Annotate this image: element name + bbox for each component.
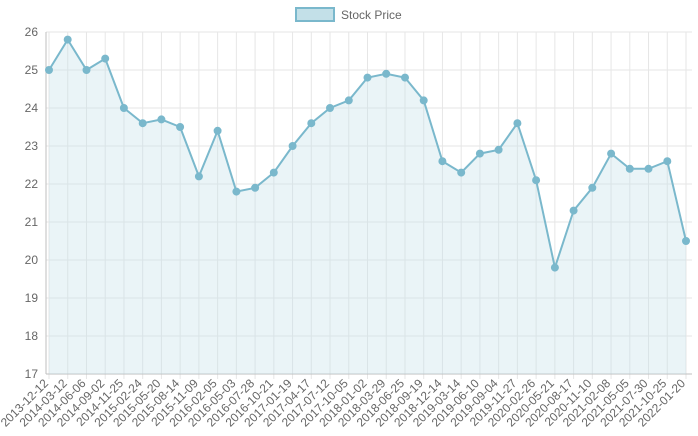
data-point[interactable]: [119, 104, 128, 112]
y-tick-label: 26: [25, 25, 39, 39]
y-tick-label: 24: [25, 101, 39, 115]
legend[interactable]: Stock Price: [295, 7, 402, 22]
data-point[interactable]: [550, 263, 559, 272]
y-tick-label: 25: [25, 63, 39, 77]
data-point[interactable]: [213, 126, 222, 135]
y-axis-ticks: 17 18 19 20 21 22 23 24 25 26: [25, 25, 39, 381]
y-tick-label: 17: [25, 367, 39, 381]
data-point[interactable]: [326, 104, 334, 112]
data-point[interactable]: [438, 157, 447, 166]
y-tick-label: 22: [25, 177, 39, 191]
data-point[interactable]: [588, 183, 597, 192]
series-area: [49, 39, 686, 374]
data-point[interactable]: [382, 69, 391, 78]
legend-label: Stock Price: [341, 8, 402, 22]
data-point[interactable]: [644, 164, 653, 173]
x-axis-ticks: 2013-12-122014-03-122014-06-062014-09-02…: [0, 376, 688, 430]
grid: [45, 31, 692, 379]
data-point[interactable]: [251, 183, 260, 192]
data-point[interactable]: [157, 115, 166, 124]
data-point[interactable]: [63, 35, 72, 44]
data-point[interactable]: [138, 119, 147, 128]
data-point[interactable]: [307, 119, 316, 128]
data-point[interactable]: [344, 96, 353, 105]
data-point[interactable]: [457, 168, 466, 177]
data-point[interactable]: [269, 168, 278, 177]
data-point[interactable]: [288, 142, 297, 150]
data-point[interactable]: [475, 149, 484, 158]
data-point[interactable]: [45, 66, 53, 74]
data-point[interactable]: [419, 96, 428, 105]
y-tick-label: 20: [25, 253, 39, 267]
y-tick-label: 21: [25, 215, 39, 229]
data-point[interactable]: [194, 172, 203, 181]
data-point[interactable]: [569, 206, 578, 215]
y-tick-label: 18: [25, 329, 39, 343]
data-point[interactable]: [513, 119, 522, 128]
data-point[interactable]: [363, 73, 372, 82]
series-stock-price: [45, 35, 690, 374]
data-point[interactable]: [401, 73, 409, 82]
data-point[interactable]: [82, 66, 91, 74]
data-point[interactable]: [101, 54, 110, 63]
data-point[interactable]: [663, 157, 672, 166]
data-point[interactable]: [494, 145, 503, 154]
data-point[interactable]: [682, 237, 690, 245]
data-point[interactable]: [176, 123, 185, 131]
data-point[interactable]: [532, 176, 541, 185]
legend-swatch[interactable]: [295, 7, 335, 22]
y-tick-label: 19: [25, 291, 39, 305]
data-point[interactable]: [625, 164, 634, 173]
data-point[interactable]: [607, 149, 616, 158]
data-point[interactable]: [232, 187, 241, 196]
y-tick-label: 23: [25, 139, 39, 153]
